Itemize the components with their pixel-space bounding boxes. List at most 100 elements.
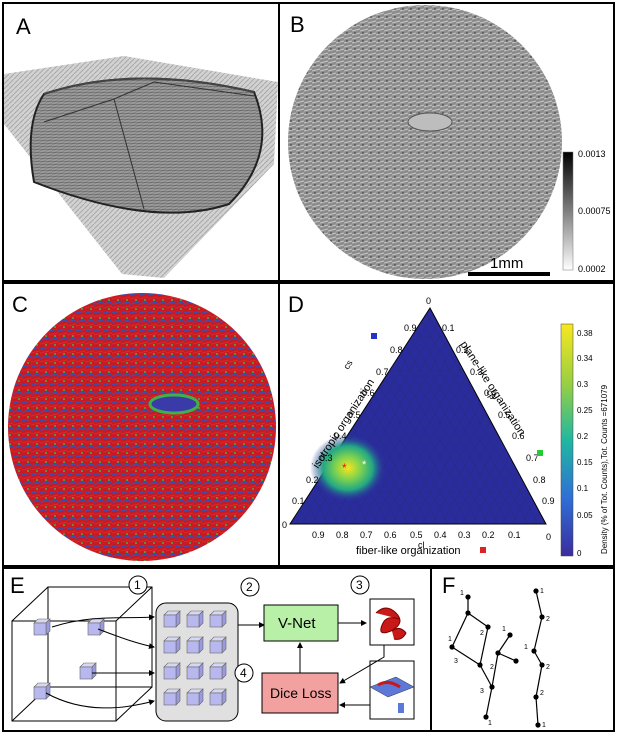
svg-text:0.3: 0.3: [577, 380, 589, 389]
scale-bar-label: 1mm: [490, 255, 523, 272]
svg-text:2: 2: [540, 690, 544, 697]
svg-text:0.8: 0.8: [390, 345, 403, 355]
grayscale-colorbar: [562, 151, 574, 271]
colorbar-tick-mid: 0.00075: [578, 206, 611, 216]
ct-slice-image: 1mm 0.0013 0.00075 0.0002: [288, 5, 611, 279]
svg-text:2: 2: [546, 616, 550, 623]
corner-left-label: 0: [282, 520, 287, 530]
svg-text:0.2: 0.2: [306, 475, 319, 485]
svg-text:0.2: 0.2: [577, 432, 589, 441]
panel-f: 1 1 2 3 2 1 3 1 1 2 1 2 2 1 F: [430, 567, 615, 732]
density-colorbar: [560, 323, 574, 557]
svg-text:1: 1: [460, 590, 464, 597]
corner-top-label: 0: [426, 296, 431, 306]
peak-marker: *: [342, 461, 347, 475]
skeleton-tree-1: [449, 594, 519, 720]
svg-text:0.38: 0.38: [577, 329, 593, 338]
label-cp: cp: [484, 388, 498, 401]
plane-marker: [537, 450, 543, 456]
svg-text:1: 1: [488, 720, 492, 727]
svg-text:0.2: 0.2: [456, 345, 469, 355]
svg-text:1: 1: [134, 578, 141, 592]
svg-text:0.7: 0.7: [360, 530, 373, 540]
fiber-marker: [480, 547, 486, 553]
svg-text:3: 3: [480, 688, 484, 695]
svg-text:0.1: 0.1: [577, 484, 589, 493]
svg-text:1: 1: [502, 626, 506, 633]
svg-text:1: 1: [542, 722, 546, 729]
svg-text:0.2: 0.2: [482, 530, 495, 540]
svg-text:0.6: 0.6: [512, 431, 525, 441]
vnet-label: V-Net: [278, 615, 316, 632]
step-1-marker: [128, 575, 148, 595]
skeleton-tree-2: [531, 588, 545, 728]
svg-text:0.8: 0.8: [533, 475, 546, 485]
svg-text:0.8: 0.8: [336, 530, 349, 540]
svg-text:0.3: 0.3: [320, 453, 333, 463]
ticks-left: 0.9 0.8 0.7 0.6 0.5 0.4 0.3 0.2 0.1: [292, 323, 417, 506]
panel-e: 1 2 V-Net 3: [2, 567, 432, 732]
vnet-box: [263, 604, 339, 642]
svg-text:0.1: 0.1: [292, 496, 305, 506]
skeleton-graphs: 1 1 2 3 2 1 3 1 1 2 1 2 2 1: [448, 588, 550, 729]
step-3-marker: [350, 575, 370, 595]
panel-c-label: C: [12, 292, 28, 317]
corner-right-label: 0: [546, 532, 551, 542]
panel-a: A: [2, 2, 280, 282]
svg-text:0.5: 0.5: [348, 410, 361, 420]
dice-loss-label: Dice Loss: [270, 685, 331, 701]
ternary-density-plot: * * 0 0 0 0.9 0.8 0.7 0.6 0.5 0.4 0.3 0.…: [282, 296, 609, 558]
svg-text:2: 2: [480, 630, 484, 637]
panel-a-label: A: [16, 14, 31, 39]
panel-c: C: [2, 282, 280, 567]
svg-text:3: 3: [356, 578, 363, 592]
svg-text:0.25: 0.25: [577, 406, 593, 415]
svg-text:0.3: 0.3: [458, 530, 471, 540]
ground-truth-cube: [369, 660, 415, 720]
dice-loss-box: [261, 672, 339, 714]
density-colorbar-ticks: 0.38 0.34 0.3 0.25 0.2 0.15 0.1 0.05 0: [577, 329, 593, 558]
svg-text:0.5: 0.5: [498, 410, 511, 420]
svg-text:0.9: 0.9: [312, 530, 325, 540]
colorbar-tick-high: 0.0013: [578, 149, 606, 159]
orientation-map-image: [8, 293, 276, 561]
step-2-marker: [240, 577, 260, 597]
svg-text:0.5: 0.5: [410, 530, 423, 540]
svg-text:0: 0: [577, 549, 582, 558]
pipeline-diagram: 1 2 V-Net 3: [11, 575, 415, 722]
panel-d: * * 0 0 0 0.9 0.8 0.7 0.6 0.5 0.4 0.3 0.…: [278, 282, 615, 567]
input-volume-cube: [11, 586, 153, 722]
segmentation-output-cube: [369, 598, 415, 646]
panel-b: 1mm 0.0013 0.00075 0.0002 B: [278, 2, 615, 282]
panel-b-label: B: [290, 12, 305, 37]
svg-text:0.34: 0.34: [577, 354, 593, 363]
svg-text:0.7: 0.7: [526, 453, 539, 463]
svg-text:2: 2: [546, 664, 550, 671]
svg-text:1: 1: [524, 644, 528, 651]
svg-text:3: 3: [454, 658, 458, 665]
svg-text:0.1: 0.1: [508, 530, 521, 540]
panel-d-label: D: [288, 292, 304, 317]
axis-label-fiber: fiber-like organization: [356, 545, 461, 557]
isotropic-marker: [371, 333, 377, 339]
svg-text:1: 1: [448, 636, 452, 643]
svg-text:0.4: 0.4: [334, 431, 347, 441]
density-peak: [310, 434, 386, 502]
svg-text:0.9: 0.9: [404, 323, 417, 333]
svg-text:1: 1: [540, 588, 544, 595]
svg-text:0.4: 0.4: [484, 388, 497, 398]
label-cs: cs: [341, 358, 355, 371]
svg-text:0.6: 0.6: [362, 388, 375, 398]
scale-bar: [468, 272, 550, 276]
svg-text:0.7: 0.7: [376, 367, 389, 377]
density-colorbar-label: Density (% of Tot. Counts),Tot. Counts =…: [600, 384, 609, 554]
svg-text:0.3: 0.3: [470, 367, 483, 377]
label-cl: cl: [418, 540, 425, 550]
skeleton-tree-1-labels: 1 1 2 3 2 1 3 1: [448, 590, 506, 727]
svg-text:2: 2: [490, 664, 494, 671]
svg-text:2: 2: [246, 580, 253, 594]
panel-e-label: E: [10, 573, 25, 598]
peak-marker-2: *: [362, 459, 367, 471]
svg-text:0.1: 0.1: [442, 323, 455, 333]
svg-text:0.05: 0.05: [577, 511, 593, 520]
